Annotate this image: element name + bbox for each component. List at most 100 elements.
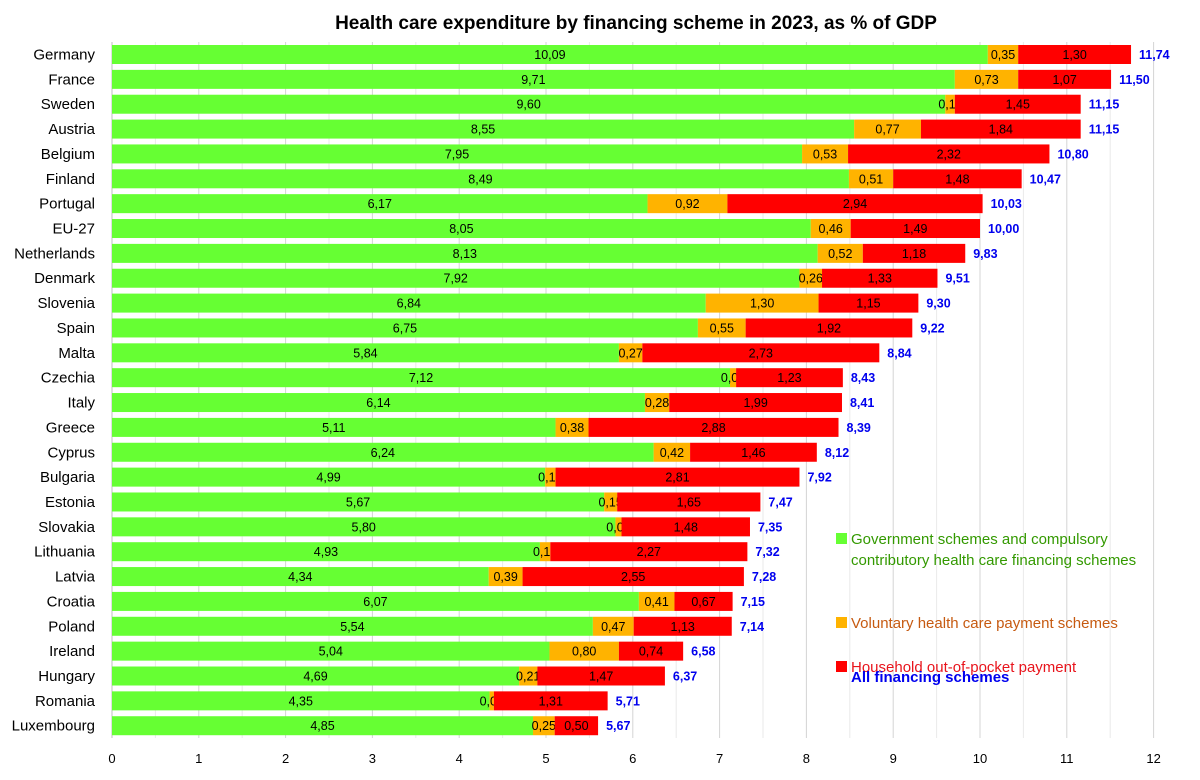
out-of-pocket-segment (822, 268, 938, 288)
voluntary-segment (618, 343, 643, 363)
x-tick-label: 11 (1060, 751, 1074, 766)
government-segment (112, 219, 811, 239)
government-segment (112, 492, 605, 512)
government-segment (112, 368, 731, 388)
out-of-pocket-value-label: 1,45 (1006, 98, 1030, 112)
bars: 10,09 0,35 1,30 11,74 9,71 0,73 1,07 11,50 9,60 0… (112, 45, 1170, 736)
category-label: Netherlands (14, 245, 95, 262)
government-value-label: 6,07 (363, 595, 387, 609)
category-label: Austria (48, 121, 95, 138)
out-of-pocket-value-label: 1,99 (743, 396, 767, 410)
voluntary-value-label: 0,52 (828, 247, 852, 261)
out-of-pocket-segment (736, 368, 843, 388)
total-value-label: 11,50 (1119, 73, 1150, 87)
government-value-label: 5,67 (346, 495, 370, 509)
out-of-pocket-value-label: 1,13 (671, 620, 695, 634)
category-label: Latvia (55, 569, 96, 586)
government-segment (112, 343, 619, 363)
government-segment (112, 144, 803, 164)
total-value-label: 9,51 (945, 272, 969, 286)
x-tick-label: 12 (1146, 751, 1160, 766)
out-of-pocket-value-label: 2,32 (937, 147, 961, 161)
government-value-label: 4,93 (314, 545, 338, 559)
voluntary-segment (810, 219, 851, 239)
x-tick-label: 8 (803, 751, 810, 766)
out-of-pocket-segment (642, 343, 880, 363)
x-tick-label: 10 (973, 751, 987, 766)
government-segment (112, 591, 639, 611)
government-segment (112, 417, 556, 437)
government-value-label: 5,54 (340, 620, 364, 634)
x-tick-label: 6 (629, 751, 636, 766)
voluntary-value-label: 1,30 (750, 297, 774, 311)
total-value-label: 10,00 (988, 222, 1019, 236)
total-value-label: 9,30 (926, 297, 950, 311)
total-value-label: 8,39 (847, 421, 871, 435)
out-of-pocket-segment (1018, 45, 1132, 64)
legend-total-label: All financing schemes (851, 669, 1009, 686)
out-of-pocket-value-label: 1,18 (902, 247, 926, 261)
category-label: Slovakia (38, 519, 95, 536)
out-of-pocket-segment (690, 442, 817, 462)
voluntary-segment (848, 169, 894, 189)
voluntary-value-label: 0,38 (560, 421, 584, 435)
voluntary-value-label: 0,35 (991, 48, 1015, 62)
out-of-pocket-value-label: 1,47 (589, 670, 613, 684)
government-segment (112, 442, 654, 462)
category-label: Croatia (47, 593, 96, 610)
category-label: Portugal (39, 196, 95, 213)
government-value-label: 6,84 (397, 297, 421, 311)
voluntary-segment (592, 616, 634, 636)
out-of-pocket-value-label: 1,30 (1062, 48, 1086, 62)
total-value-label: 9,22 (920, 321, 944, 335)
total-value-label: 10,80 (1057, 147, 1088, 161)
total-value-label: 8,84 (887, 346, 911, 360)
out-of-pocket-value-label: 2,27 (637, 545, 661, 559)
out-of-pocket-value-label: 0,50 (564, 719, 588, 733)
voluntary-value-label: 0,80 (572, 645, 596, 659)
total-value-label: 7,28 (752, 570, 776, 584)
out-of-pocket-segment (1018, 69, 1112, 89)
x-tick-label: 7 (716, 751, 723, 766)
government-segment (112, 194, 648, 214)
voluntary-value-label: 0,55 (710, 321, 734, 335)
total-value-label: 11,15 (1089, 98, 1120, 112)
category-label: Czechia (41, 370, 96, 387)
x-tick-label: 5 (542, 751, 549, 766)
voluntary-value-label: 0,15 (598, 495, 622, 509)
government-value-label: 4,85 (310, 719, 334, 733)
government-segment (112, 616, 593, 636)
category-label: Luxembourg (12, 718, 95, 735)
out-of-pocket-value-label: 1,31 (539, 694, 563, 708)
category-label: Hungary (38, 668, 95, 685)
voluntary-segment (488, 567, 523, 587)
total-value-label: 10,03 (991, 197, 1022, 211)
voluntary-segment (489, 691, 494, 711)
out-of-pocket-segment (674, 591, 733, 611)
total-value-label: 7,47 (768, 495, 792, 509)
government-value-label: 8,05 (449, 222, 473, 236)
out-of-pocket-segment (848, 144, 1050, 164)
total-value-label: 7,14 (740, 620, 764, 634)
out-of-pocket-segment (893, 169, 1022, 189)
government-segment (112, 691, 490, 711)
government-segment (112, 467, 546, 487)
out-of-pocket-segment (862, 243, 966, 263)
out-of-pocket-segment (618, 641, 684, 661)
government-segment (112, 641, 550, 661)
out-of-pocket-segment (554, 716, 599, 736)
voluntary-segment (697, 318, 746, 338)
total-value-label: 7,15 (741, 595, 765, 609)
government-segment (112, 69, 955, 89)
government-segment (112, 318, 698, 338)
voluntary-segment (644, 393, 670, 413)
voluntary-segment (653, 442, 691, 462)
government-value-label: 5,11 (322, 421, 345, 435)
voluntary-segment (532, 716, 555, 736)
voluntary-segment (519, 666, 538, 686)
government-value-label: 4,69 (303, 670, 327, 684)
total-value-label: 8,12 (825, 446, 849, 460)
out-of-pocket-value-label: 0,67 (691, 595, 715, 609)
out-of-pocket-value-label: 0,74 (639, 645, 663, 659)
